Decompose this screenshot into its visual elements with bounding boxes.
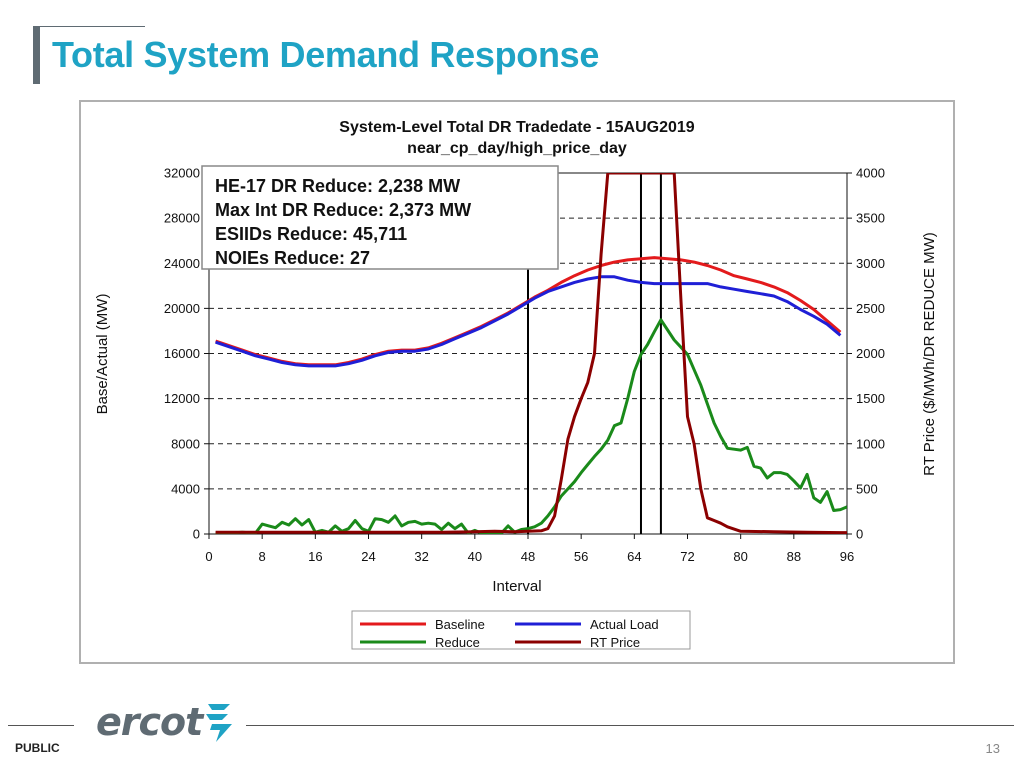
x-tick-label: 24 (361, 549, 375, 564)
y-tick-label: 0 (193, 527, 200, 542)
footer-public-label: PUBLIC (15, 741, 60, 755)
x-tick-label: 88 (787, 549, 801, 564)
x-tick-label: 80 (733, 549, 747, 564)
x-tick-label: 0 (205, 549, 212, 564)
y-tick-label: 16000 (164, 346, 200, 361)
footer-rule-right (246, 725, 1014, 726)
series-line-actual-load (215, 275, 842, 368)
lightning-bolt-icon (206, 704, 233, 742)
footer-rule-left (8, 725, 74, 726)
x-tick-label: 72 (680, 549, 694, 564)
x-tick-label: 64 (627, 549, 641, 564)
x-tick-label: 48 (521, 549, 535, 564)
y2-axis-label: RT Price ($/MWh/DR REDUCE MW) (921, 232, 938, 476)
legend-label-rt-price: RT Price (590, 635, 640, 650)
y-tick-label: 4000 (171, 481, 200, 496)
x-tick-label: 8 (259, 549, 266, 564)
x-axis-label: Interval (492, 578, 541, 595)
y2-tick-label: 0 (856, 527, 863, 542)
title-top-rule (40, 26, 145, 27)
x-tick-label: 16 (308, 549, 322, 564)
y2-tick-label: 1500 (856, 391, 885, 406)
series-line-rt-price (215, 173, 847, 534)
y-tick-label: 32000 (164, 166, 200, 181)
title-accent-bar (33, 26, 40, 84)
y-tick-label: 20000 (164, 301, 200, 316)
y2-tick-label: 3500 (856, 211, 885, 226)
y-tick-label: 28000 (164, 211, 200, 226)
annotation-line: ESIIDs Reduce: 45,711 (215, 224, 407, 244)
series-line-reduce (215, 318, 847, 534)
x-tick-label: 40 (468, 549, 482, 564)
annotation-line: NOIEs Reduce: 27 (215, 248, 370, 268)
page-title: Total System Demand Response (52, 34, 600, 75)
legend-label-actual-load: Actual Load (590, 617, 659, 632)
x-tick-label: 56 (574, 549, 588, 564)
y2-tick-label: 500 (856, 481, 878, 496)
y-axis-label: Base/Actual (MW) (94, 294, 111, 415)
y-tick-label: 24000 (164, 256, 200, 271)
y2-tick-label: 3000 (856, 256, 885, 271)
x-tick-label: 96 (840, 549, 854, 564)
page-number: 13 (985, 741, 1000, 756)
annotation-box (201, 165, 559, 270)
chart-subtitle: near_cp_day/high_price_day (407, 140, 627, 157)
chart-title: System-Level Total DR Tradedate - 15AUG2… (339, 119, 694, 136)
y2-tick-label: 4000 (856, 166, 885, 181)
y-tick-label: 8000 (171, 436, 200, 451)
logo-wordmark: ercot (96, 700, 203, 744)
y2-tick-label: 2000 (856, 346, 885, 361)
legend-label-reduce: Reduce (435, 635, 480, 650)
annotation-line: Max Int DR Reduce: 2,373 MW (215, 200, 471, 220)
legend-label-baseline: Baseline (435, 617, 485, 632)
y2-tick-label: 1000 (856, 436, 885, 451)
dr-line-chart: System-Level Total DR Tradedate - 15AUG2… (94, 119, 938, 650)
x-tick-label: 32 (414, 549, 428, 564)
ercot-logo: ercot (96, 700, 236, 744)
annotation-line: HE-17 DR Reduce: 2,238 MW (215, 176, 460, 196)
y-tick-label: 12000 (164, 391, 200, 406)
y2-tick-label: 2500 (856, 301, 885, 316)
